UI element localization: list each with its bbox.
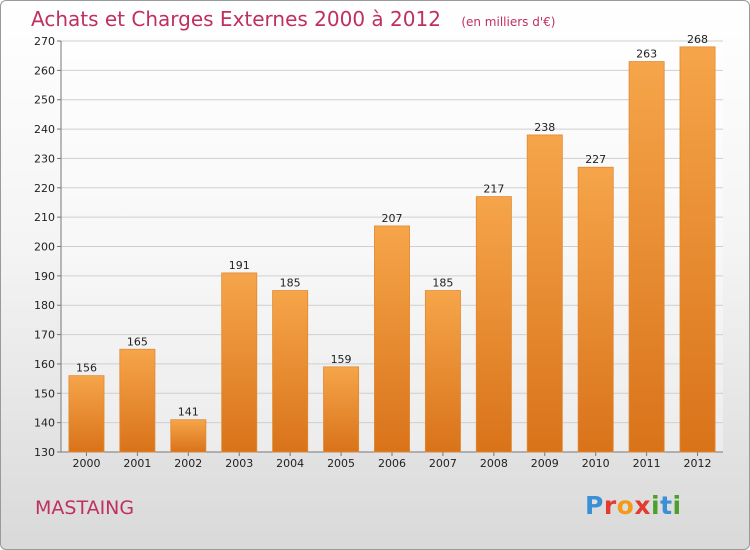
bar [119, 348, 156, 453]
y-tick-label: 190 [34, 270, 55, 283]
x-tick-label: 2012 [684, 457, 712, 470]
bar [526, 134, 563, 453]
data-label: 141 [178, 406, 199, 419]
y-tick-label: 230 [34, 152, 55, 165]
data-label: 238 [534, 121, 555, 134]
y-tick-label: 240 [34, 123, 55, 136]
unit-note: (en milliers d'€) [461, 15, 556, 29]
bar [323, 366, 360, 453]
data-label: 217 [483, 183, 504, 196]
bar [679, 46, 716, 453]
x-tick-label: 2006 [378, 457, 406, 470]
data-label: 227 [585, 153, 606, 166]
x-tick-label: 2000 [72, 457, 100, 470]
x-tick-label: 2011 [633, 457, 661, 470]
x-tick-label: 2010 [582, 457, 610, 470]
data-label: 156 [76, 362, 97, 375]
data-label: 191 [229, 259, 250, 272]
bar [272, 290, 309, 453]
y-tick-label: 200 [34, 241, 55, 254]
logo-letter: t [660, 491, 673, 520]
x-tick-label: 2002 [174, 457, 202, 470]
bar [221, 272, 258, 453]
y-tick-label: 140 [34, 417, 55, 430]
y-tick-label: 180 [34, 299, 55, 312]
labels: 130 140 150 160 170 180 190 200 210 220 230 240 250 2… [34, 33, 712, 470]
data-label: 268 [687, 33, 708, 46]
bar [475, 196, 512, 453]
y-tick-label: 160 [34, 358, 55, 371]
title-text: Achats et Charges Externes 2000 à 2012 [31, 7, 441, 31]
logo-letter: x [634, 491, 651, 520]
bar [628, 61, 665, 453]
bars [68, 46, 716, 453]
y-tick-label: 260 [34, 64, 55, 77]
x-tick-label: 2005 [327, 457, 355, 470]
data-label: 263 [636, 48, 657, 61]
data-label: 207 [382, 212, 403, 225]
y-tick-label: 150 [34, 387, 55, 400]
x-tick-label: 2008 [480, 457, 508, 470]
y-tick-label: 130 [34, 446, 55, 459]
y-tick-label: 270 [34, 35, 55, 48]
x-tick-label: 2009 [531, 457, 559, 470]
logo-letter: P [585, 491, 604, 520]
data-label: 159 [331, 353, 352, 366]
bar [424, 290, 461, 453]
bar [374, 225, 410, 453]
logo-letter: i [672, 491, 682, 520]
data-label: 185 [432, 277, 453, 290]
data-label: 185 [280, 277, 301, 290]
bar [577, 166, 614, 453]
logo-letter: r [603, 491, 617, 520]
y-tick-label: 250 [34, 94, 55, 107]
x-tick-label: 2007 [429, 457, 457, 470]
commune-name: MASTAING [35, 497, 135, 519]
bar [170, 419, 207, 453]
logo-letter: o [616, 491, 635, 520]
y-tick-label: 210 [34, 211, 55, 224]
proxiti-logo: Proxiti [585, 491, 682, 520]
chart-title: Achats et Charges Externes 2000 à 2012 (… [31, 7, 555, 31]
y-tick-label: 220 [34, 182, 55, 195]
x-tick-label: 2004 [276, 457, 304, 470]
logo-letter: i [651, 491, 661, 520]
x-tick-label: 2003 [225, 457, 253, 470]
bar [68, 375, 105, 453]
x-tick-label: 2001 [123, 457, 151, 470]
y-tick-label: 170 [34, 329, 55, 342]
data-label: 165 [127, 335, 148, 348]
